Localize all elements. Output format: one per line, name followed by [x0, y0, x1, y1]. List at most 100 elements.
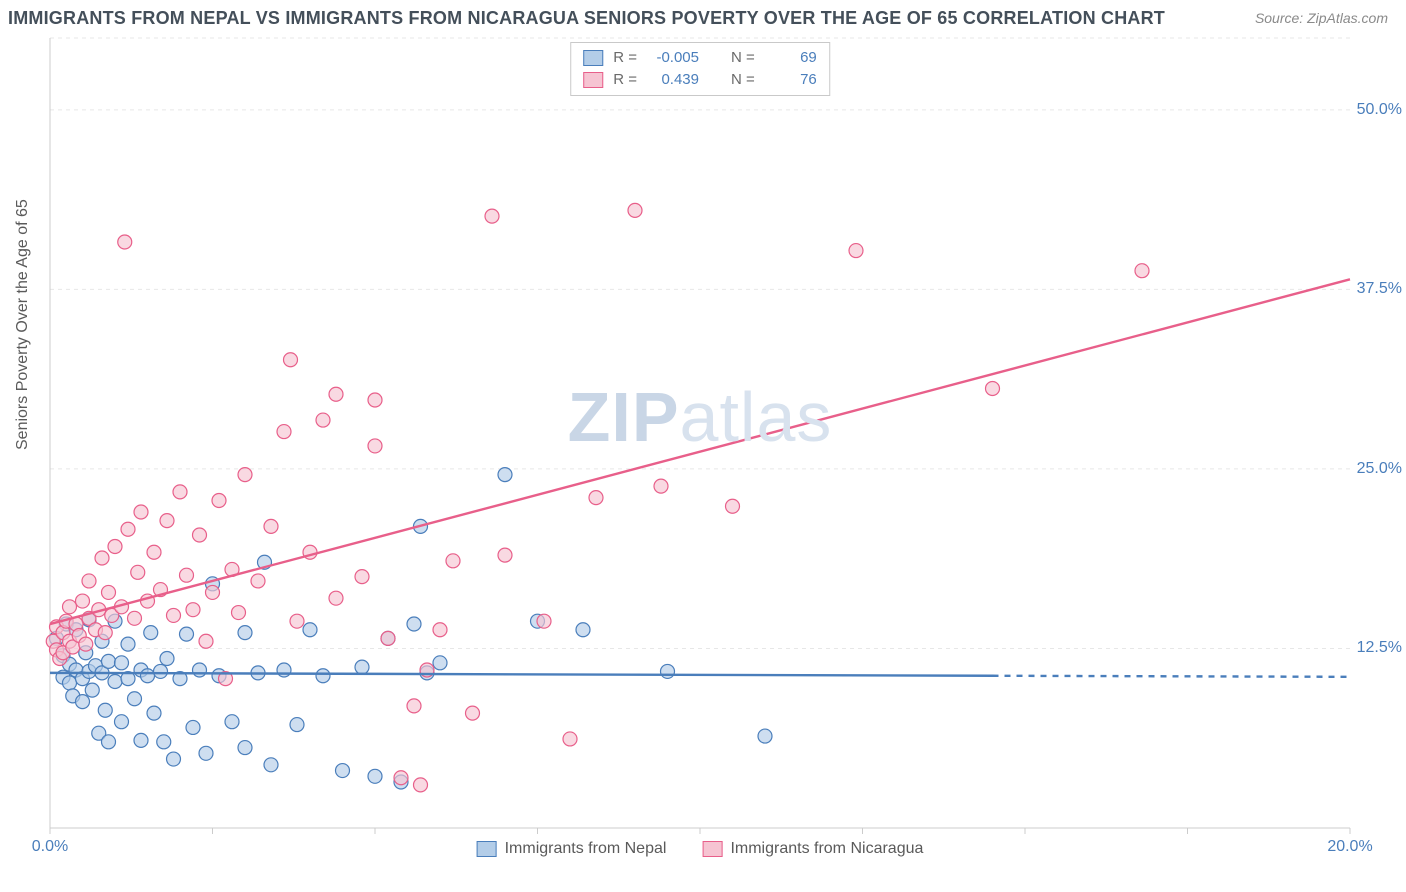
scatter-point-nicaragua	[193, 528, 207, 542]
scatter-point-nicaragua	[95, 551, 109, 565]
scatter-point-nicaragua	[329, 387, 343, 401]
scatter-point-nepal	[76, 695, 90, 709]
legend-swatch-nepal	[583, 50, 603, 66]
legend-item-nicaragua: Immigrants from Nicaragua	[702, 840, 923, 858]
scatter-point-nepal	[180, 627, 194, 641]
scatter-point-nicaragua	[589, 491, 603, 505]
scatter-point-nepal	[368, 769, 382, 783]
scatter-point-nicaragua	[466, 706, 480, 720]
x-tick-label: 0.0%	[32, 838, 68, 856]
scatter-point-nepal	[238, 626, 252, 640]
scatter-point-nicaragua	[284, 353, 298, 367]
scatter-point-nepal	[141, 669, 155, 683]
trend-line-nicaragua	[50, 279, 1350, 624]
scatter-point-nicaragua	[485, 209, 499, 223]
scatter-point-nicaragua	[849, 244, 863, 258]
scatter-point-nepal	[115, 656, 129, 670]
scatter-point-nicaragua	[76, 594, 90, 608]
scatter-point-nicaragua	[160, 514, 174, 528]
chart-container: IMMIGRANTS FROM NEPAL VS IMMIGRANTS FROM…	[0, 0, 1406, 892]
scatter-point-nicaragua	[563, 732, 577, 746]
scatter-point-nicaragua	[102, 585, 116, 599]
scatter-point-nicaragua	[108, 539, 122, 553]
scatter-point-nepal	[336, 764, 350, 778]
scatter-point-nicaragua	[537, 614, 551, 628]
scatter-point-nicaragua	[128, 611, 142, 625]
scatter-svg	[50, 38, 1350, 828]
scatter-point-nepal	[277, 663, 291, 677]
scatter-point-nicaragua	[199, 634, 213, 648]
scatter-point-nepal	[193, 663, 207, 677]
scatter-point-nepal	[264, 758, 278, 772]
scatter-point-nepal	[154, 664, 168, 678]
scatter-point-nicaragua	[498, 548, 512, 562]
y-tick-label: 37.5%	[1357, 280, 1402, 298]
scatter-point-nicaragua	[232, 606, 246, 620]
scatter-point-nepal	[355, 660, 369, 674]
legend-R-value: -0.005	[647, 47, 699, 69]
legend-stats-row-nicaragua: R =0.439N =76	[583, 69, 817, 91]
scatter-point-nepal	[186, 720, 200, 734]
legend-series: Immigrants from Nepal Immigrants from Nic…	[477, 840, 924, 858]
scatter-point-nicaragua	[134, 505, 148, 519]
scatter-point-nepal	[85, 683, 99, 697]
scatter-point-nicaragua	[381, 631, 395, 645]
scatter-point-nicaragua	[277, 425, 291, 439]
scatter-point-nicaragua	[118, 235, 132, 249]
source-label: Source: ZipAtlas.com	[1255, 10, 1388, 26]
scatter-point-nepal	[157, 735, 171, 749]
legend-stats: R = -0.005 N = 69R =0.439N =76	[570, 42, 830, 96]
scatter-point-nepal	[160, 652, 174, 666]
y-tick-label: 25.0%	[1357, 460, 1402, 478]
scatter-point-nicaragua	[654, 479, 668, 493]
scatter-point-nepal	[225, 715, 239, 729]
legend-R-label: R =	[613, 69, 637, 91]
legend-label: Immigrants from Nicaragua	[730, 840, 923, 857]
scatter-point-nepal	[144, 626, 158, 640]
legend-N-value: 69	[765, 47, 817, 69]
scatter-point-nicaragua	[726, 499, 740, 513]
scatter-point-nepal	[121, 637, 135, 651]
scatter-point-nepal	[498, 468, 512, 482]
scatter-point-nicaragua	[147, 545, 161, 559]
legend-R-label: R =	[613, 47, 637, 69]
scatter-point-nepal	[303, 623, 317, 637]
scatter-point-nicaragua	[212, 494, 226, 508]
legend-swatch-nepal	[477, 841, 497, 857]
y-axis-label: Seniors Poverty Over the Age of 65	[14, 199, 32, 450]
trend-line-nepal	[50, 673, 993, 676]
scatter-point-nicaragua	[121, 522, 135, 536]
scatter-point-nicaragua	[98, 626, 112, 640]
scatter-point-nicaragua	[131, 565, 145, 579]
scatter-point-nicaragua	[290, 614, 304, 628]
legend-stats-row-nepal: R = -0.005 N = 69	[583, 47, 817, 69]
scatter-point-nicaragua	[368, 393, 382, 407]
y-tick-label: 50.0%	[1357, 101, 1402, 119]
scatter-point-nicaragua	[79, 637, 93, 651]
legend-N-label: N =	[731, 47, 755, 69]
scatter-point-nicaragua	[63, 600, 77, 614]
scatter-point-nicaragua	[407, 699, 421, 713]
chart-title: IMMIGRANTS FROM NEPAL VS IMMIGRANTS FROM…	[8, 8, 1165, 29]
scatter-point-nicaragua	[986, 381, 1000, 395]
scatter-point-nicaragua	[433, 623, 447, 637]
legend-N-label: N =	[731, 69, 755, 91]
scatter-point-nepal	[167, 752, 181, 766]
scatter-point-nicaragua	[316, 413, 330, 427]
plot-area: ZIPatlas R =-0.005N =69R =0.439N =76 Imm…	[50, 38, 1350, 828]
scatter-point-nepal	[102, 735, 116, 749]
scatter-point-nicaragua	[368, 439, 382, 453]
trend-line-nepal-dashed	[993, 676, 1351, 677]
legend-swatch-nicaragua	[583, 72, 603, 88]
scatter-point-nicaragua	[167, 608, 181, 622]
scatter-point-nepal	[433, 656, 447, 670]
scatter-point-nepal	[63, 676, 77, 690]
scatter-point-nepal	[102, 654, 116, 668]
scatter-point-nepal	[98, 703, 112, 717]
scatter-point-nicaragua	[414, 778, 428, 792]
legend-item-nepal: Immigrants from Nepal	[477, 840, 667, 858]
scatter-point-nicaragua	[173, 485, 187, 499]
scatter-point-nicaragua	[251, 574, 265, 588]
legend-label: Immigrants from Nepal	[505, 840, 667, 857]
scatter-point-nicaragua	[329, 591, 343, 605]
